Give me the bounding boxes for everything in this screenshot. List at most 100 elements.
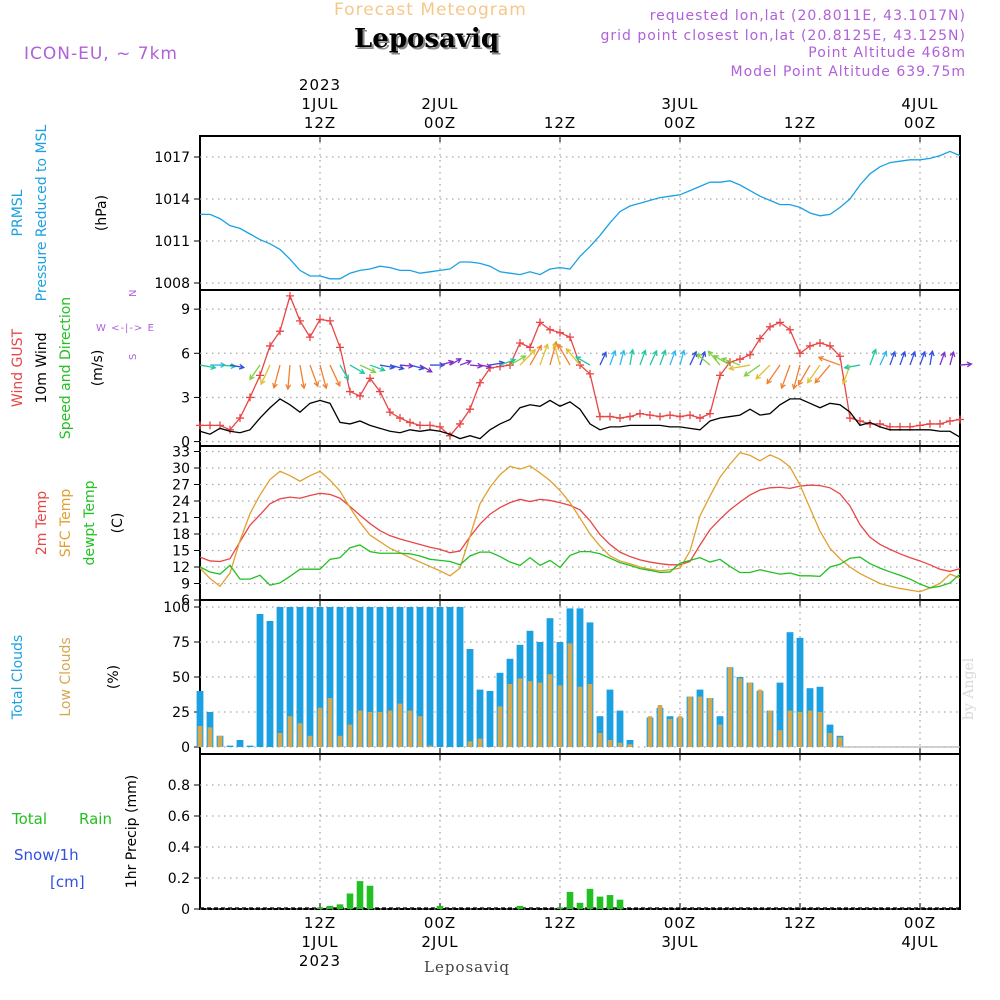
top-time-label: 12Z [784,114,816,132]
panels-layer: 1008 1011 1014 1017 PRMSL Pressure Reduced to… [10,76,973,970]
gust-marker [706,409,714,418]
gust-marker [606,412,614,421]
total-cloud-bar [596,716,604,747]
low-cloud-bar [717,724,723,747]
gust-marker [426,421,434,430]
low-cloud-bar [317,707,323,747]
temperature-ytick-label: 33 [172,445,190,461]
low-cloud-bar [687,696,693,747]
point-altitude: Point Altitude 468m [808,45,966,61]
gust-marker [256,371,264,380]
gust-marker [206,421,214,430]
low-cloud-bar [337,735,343,747]
low-cloud-bar [727,667,733,747]
total-cloud-bar [616,710,624,747]
low-cloud-bar [597,733,603,747]
gust-marker [696,414,704,423]
low-cloud-bar [547,674,553,747]
total-cloud-bar [266,621,274,747]
wind-arrow [791,364,801,391]
wind-arrow [479,363,493,370]
total-cloud-bar [466,649,474,747]
top-time-label: 2JUL [421,95,458,113]
wind-arrow [319,364,329,390]
pressure-ytick-label: 1008 [154,276,190,292]
low-cloud-bar [417,716,423,747]
low-cloud-bar [787,710,793,747]
wind-arrow [669,349,677,366]
precip-bar [586,888,594,909]
wind-arrow [539,343,549,366]
gust-marker [806,341,814,350]
total-cloud-bar [776,682,784,747]
pressure-ylabel: PRMSL [10,189,26,236]
temperature-frame [199,445,961,601]
low-cloud-bar [647,716,653,747]
wind-arrow [727,364,751,371]
wind-arrow [459,359,473,366]
gust-marker [956,415,964,424]
wind-arrow [889,350,897,366]
precip-bar [316,907,324,909]
wind-arrow [469,362,484,369]
precip-bar [606,895,614,909]
gust-marker [406,418,414,427]
low-cloud-bar [677,716,683,747]
gust-marker [316,315,324,324]
total-cloud-bar [426,607,434,747]
precip-bar [556,907,564,909]
precip-bar [336,904,344,909]
top-time-label: 00Z [664,114,696,132]
wind-ylabel: (m/s) [90,350,106,387]
wind-arrow [369,364,386,372]
clouds-ytick-label: 50 [172,670,190,686]
low-cloud-bar [557,685,563,747]
wind-arrow [720,357,741,366]
gust-marker [576,361,584,370]
precip-bar [436,905,444,909]
legend-snow: Snow/1h [14,846,79,864]
wind-arrow [766,364,781,385]
low-cloud-bar [467,741,473,747]
wind-arrow [949,350,956,366]
gust-marker [676,412,684,421]
wind-arrow [509,355,527,366]
clouds-ytick-label: 25 [172,705,190,721]
wind-arrow [695,353,711,366]
total-cloud-bar [446,607,454,747]
wind-arrow [329,364,341,388]
gust-marker [916,421,924,430]
clouds-ytick-label: 75 [172,635,190,651]
total-cloud-bar [276,607,284,747]
top-time-label: 3JUL [661,95,698,113]
gust-marker [226,425,234,434]
temperature-ytick-label: 9 [181,577,190,593]
low-cloud-bar [837,737,843,747]
gust-marker [556,328,564,337]
low-cloud-bar [607,740,613,747]
chart-subtitle: Forecast Meteogram [334,0,527,20]
gust-marker [366,374,374,383]
wind-arrow [659,349,667,366]
low-cloud-bar [197,726,203,747]
low-cloud-bar [707,698,713,747]
low-cloud-bar [477,738,483,747]
total-cloud-bar [346,607,354,747]
legend-unit: [cm] [50,873,85,891]
wind-arrow [272,364,281,390]
total-cloud-bar [286,607,294,747]
wind-arrow [439,359,455,366]
gust-marker [836,352,844,361]
total-cloud-bar [406,607,414,747]
low-cloud-bar [627,744,633,747]
bottom-time-label: 2023 [299,952,341,970]
wind-arrow [814,364,831,384]
precip-bar [616,899,624,909]
low-cloud-bar [287,716,293,747]
wind-arrow [689,350,698,366]
clouds-ytick-label: 100 [163,600,190,616]
wind-arrow [939,351,947,366]
low-cloud-bar [527,681,533,747]
total-cloud-bar [326,607,334,747]
